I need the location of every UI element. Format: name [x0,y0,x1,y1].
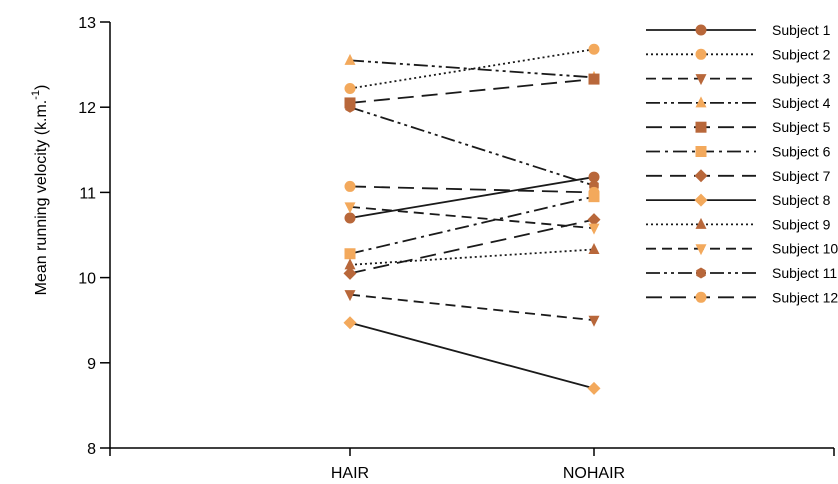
series-line [349,195,595,255]
data-point [344,202,356,214]
data-point [588,43,600,55]
y-axis-title-suffix: ) [33,85,50,90]
legend-label: Subject 2 [772,46,831,62]
legend-item: Subject 2 [646,46,831,62]
series-lines [349,48,595,390]
series-line [349,78,595,104]
data-point [588,171,600,183]
series-line [349,106,595,187]
series-line [349,248,595,266]
legend-marker [694,169,708,183]
legend-item: Subject 10 [646,241,838,257]
data-point [344,180,356,192]
legend-item: Subject 7 [646,168,831,184]
data-point [588,223,600,235]
y-tick-label: 11 [79,185,96,202]
legend-label: Subject 3 [772,71,831,87]
legend-marker [695,146,707,157]
legend-marker [695,121,707,133]
data-point [588,242,600,254]
series-line [349,205,595,230]
legend-label: Subject 11 [772,265,837,281]
y-axis-title-superscript: -1 [30,90,42,100]
legend-label: Subject 9 [772,216,831,232]
legend-marker [696,267,706,279]
series-line [349,48,595,90]
y-tick-label: 10 [78,271,96,288]
legend-label: Subject 7 [772,168,831,184]
axes: 8 9 10 11 12 13 HAIR NOHAIR [78,15,835,482]
legend-label: Subject 6 [772,144,831,160]
series-line [349,293,595,322]
legend-marker [694,193,708,207]
legend-item: Subject 3 [646,71,831,87]
data-point [343,266,357,280]
legend-marker [695,24,707,36]
data-point [344,290,356,302]
series-line [349,176,595,219]
data-point [587,381,601,395]
series-line [349,185,595,194]
y-axis-title: Mean running velocity (k.m.-1) [30,85,50,296]
legend-label: Subject 4 [772,95,831,111]
data-point [344,53,356,65]
series-line [349,59,595,79]
legend-label: Subject 8 [772,192,831,208]
data-point [343,316,357,330]
x-tick-label: NOHAIR [563,465,625,482]
legend-label: Subject 1 [772,22,831,38]
legend-item: Subject 12 [646,289,838,305]
y-tick-label: 12 [78,100,96,117]
legend-item: Subject 6 [646,144,831,160]
data-point [588,315,600,327]
data-point [344,212,356,224]
legend-label: Subject 10 [772,241,838,257]
legend-marker [695,217,707,229]
series-line [349,218,595,275]
data-point [345,101,355,113]
series-markers [343,43,601,395]
legend-marker [695,244,707,256]
data-point [344,248,356,260]
legend-item: Subject 8 [646,192,831,208]
legend-item: Subject 11 [646,265,837,281]
y-tick-label: 8 [87,441,96,458]
legend-item: Subject 5 [646,119,831,135]
y-axis-title-main: Mean running velocity (k.m. [33,100,50,296]
legend-item: Subject 4 [646,95,831,111]
legend-marker [695,291,707,303]
legend-item: Subject 9 [646,216,831,232]
data-point [587,213,601,227]
x-tick-label: HAIR [331,465,369,482]
data-point [588,73,600,85]
legend-label: Subject 5 [772,119,831,135]
legend-marker [695,96,707,108]
data-point [344,258,356,270]
data-point [344,82,356,94]
legend-label: Subject 12 [772,289,838,305]
legend: Subject 1 Subject 2 Subject 3 Subject 4 Subj… [646,22,838,305]
legend-item: Subject 1 [646,22,831,38]
y-tick-label: 13 [78,15,96,32]
legend-marker [695,48,707,60]
data-point [588,186,600,198]
y-tick-label: 9 [87,356,96,373]
legend-marker [695,74,707,86]
series-line [349,321,595,390]
